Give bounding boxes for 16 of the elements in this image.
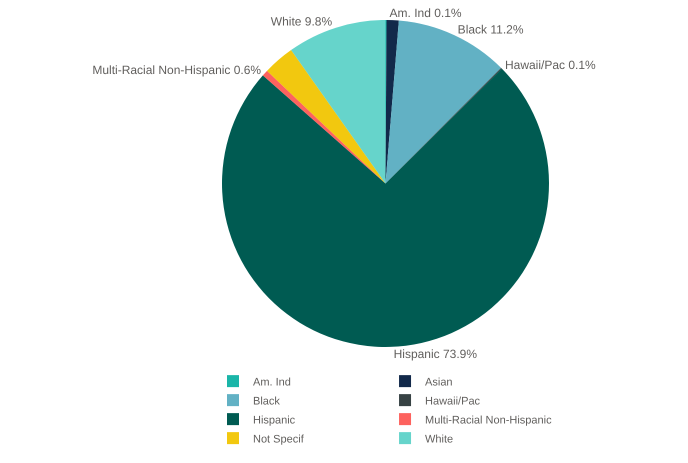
category-label: White 9.8% <box>270 14 332 28</box>
legend-label: Asian <box>425 376 453 388</box>
category-label: Multi-Racial Non-Hispanic 0.6% <box>92 62 262 77</box>
legend-label: Not Specif <box>253 433 305 446</box>
legend-label: Am. Ind <box>253 376 291 388</box>
pie-slice <box>267 50 386 184</box>
category-label: Black 11.2% <box>458 22 524 36</box>
category-label: Am. Ind 0.1% <box>390 6 462 20</box>
legend-label: White <box>425 433 454 446</box>
legend-label: Hawaii/Pac <box>425 395 481 408</box>
legend-label: Multi-Racial Non-Hispanic <box>425 414 552 426</box>
pie-slice <box>386 20 399 184</box>
legend-label: Black <box>253 395 280 408</box>
category-label: Hawaii/Pac 0.1% <box>504 58 596 72</box>
legend-label: Hispanic <box>253 414 296 426</box>
category-label: Hispanic 73.9% <box>394 346 478 361</box>
